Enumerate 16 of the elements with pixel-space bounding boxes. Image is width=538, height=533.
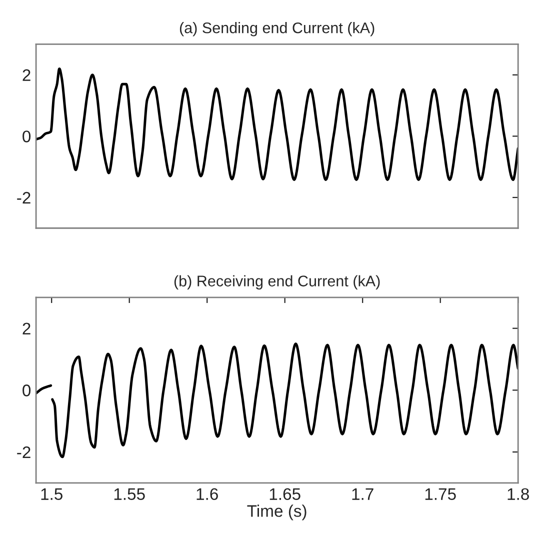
x-tick-label: 1.6 [196,488,218,500]
x-tick-label: 1.5 [41,488,62,500]
chart-title: (b) Receiving end Current (kA) [174,275,380,290]
y-tick-label: 2 [22,69,30,81]
x-axis-title: Time (s) [247,504,306,520]
y-tick-label: -2 [17,446,30,458]
x-tick-label: 1.75 [425,488,456,500]
y-tick-label: -2 [17,192,30,204]
x-tick-label: 1.7 [352,488,374,500]
y-tick-label: 0 [22,130,31,142]
y-tick-label: 2 [22,322,30,334]
x-tick-label: 1.55 [114,488,145,500]
chart-title: (a) Sending end Current (kA) [180,22,374,36]
x-tick-label: 1.65 [270,488,300,500]
y-tick-label: 0 [22,384,31,396]
x-tick-label: 1.8 [508,488,529,500]
